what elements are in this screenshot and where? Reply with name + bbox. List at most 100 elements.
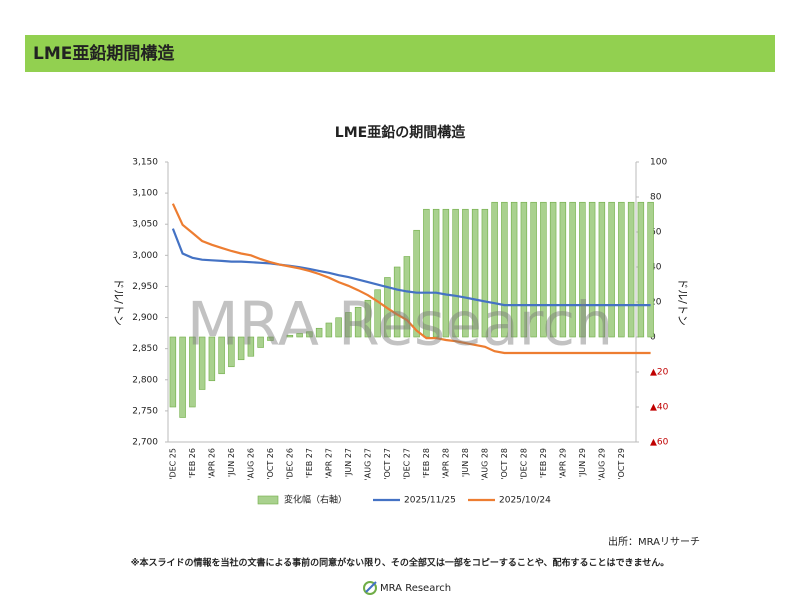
bar <box>296 333 303 338</box>
y2-tick-label: 20 <box>650 298 662 308</box>
bar <box>257 336 264 348</box>
y-tick-label: 2,950 <box>132 282 158 292</box>
x-tick-label: 'APR 27 <box>324 448 333 479</box>
bar <box>520 201 528 338</box>
bar <box>540 201 547 338</box>
bar <box>549 201 557 338</box>
y-tick-label: 2,850 <box>132 344 158 354</box>
bar <box>481 208 489 338</box>
y-tick-label: 2,750 <box>132 406 158 416</box>
y2-tick-label: 80 <box>650 193 662 203</box>
bar <box>354 306 362 338</box>
y-tick-label: 2,700 <box>132 438 158 448</box>
bar <box>306 331 313 338</box>
logo-icon <box>363 581 377 595</box>
x-tick-label: 'OCT 29 <box>617 448 626 480</box>
x-tick-label: 'JUN 26 <box>227 448 236 477</box>
x-tick-label: 'APR 26 <box>207 448 216 479</box>
logo-text: MRA Research <box>380 583 451 594</box>
bar <box>189 336 196 408</box>
legend-label: 変化幅（右軸） <box>284 494 347 506</box>
bar <box>345 312 352 338</box>
bar <box>179 336 186 418</box>
bar <box>637 201 645 338</box>
bar <box>364 299 372 338</box>
bar <box>501 201 508 338</box>
bar <box>491 201 498 338</box>
x-tick-label: 'DEC 26 <box>285 448 294 480</box>
bar <box>218 336 225 375</box>
y2-tick-label: 100 <box>650 158 667 168</box>
x-tick-label: 'FEB 28 <box>422 448 431 478</box>
y2-tick-label: ▲20 <box>650 368 669 378</box>
bar <box>237 336 245 361</box>
legend-label: 2025/11/25 <box>404 496 456 506</box>
bar <box>413 229 420 338</box>
bar <box>267 336 274 341</box>
bar <box>208 336 216 382</box>
bar <box>588 201 596 338</box>
y2-tick-label: ▲60 <box>650 438 669 448</box>
bar <box>315 327 323 338</box>
x-tick-label: 'JUN 27 <box>344 448 353 477</box>
bar <box>169 336 177 408</box>
x-tick-label: 'DEC 27 <box>402 448 411 480</box>
x-tick-label: 'FEB 27 <box>305 448 314 478</box>
bar <box>403 256 411 338</box>
x-tick-label: 'APR 28 <box>441 448 450 479</box>
bar <box>442 208 450 338</box>
x-tick-label: 'OCT 28 <box>500 448 509 480</box>
bar <box>530 201 537 338</box>
x-tick-label: 'JUN 28 <box>461 448 470 477</box>
bar <box>286 334 294 338</box>
legend-swatch <box>257 495 279 505</box>
bar <box>647 201 654 338</box>
bar <box>393 266 401 338</box>
bar <box>462 208 469 338</box>
y2-tick-label: 0 <box>650 333 656 343</box>
bar <box>335 317 342 338</box>
chart-title: LME亜鉛の期間構造 <box>335 124 465 141</box>
watermark: MRA Research <box>187 290 613 360</box>
y-tick-label: 2,900 <box>132 313 158 323</box>
x-tick-label: 'AUG 27 <box>363 448 372 480</box>
source: 出所：MRAリサーチ <box>608 535 700 548</box>
x-tick-label: 'OCT 27 <box>383 448 392 480</box>
y-tick-label: 2,800 <box>132 375 158 385</box>
bar <box>198 336 206 390</box>
y-tick-label: 3,050 <box>132 220 158 230</box>
bar <box>608 201 615 338</box>
y2-tick-label: 60 <box>650 228 662 238</box>
x-tick-label: 'AUG 29 <box>597 448 606 480</box>
y-tick-label: 3,100 <box>132 189 158 199</box>
plot: 2,700 2,750 2,800 2,850 2,900 2,950 3,000 3,050… <box>132 158 668 506</box>
bar <box>452 208 459 338</box>
x-tick-label: 'DEC 25 <box>168 448 177 480</box>
header-bar <box>25 35 775 72</box>
bar <box>471 208 479 338</box>
bar <box>569 201 576 338</box>
bar <box>325 322 333 338</box>
bar <box>228 336 235 368</box>
y-tick-label: 3,000 <box>132 251 158 261</box>
bar <box>374 289 381 338</box>
y2-tick-label: 40 <box>650 263 662 273</box>
notice: ※本スライドの情報を当社の文書による事前の同意がない限り、その全部又は一部をコピ… <box>131 557 670 569</box>
y2-tick-label: ▲40 <box>650 403 669 413</box>
header-title: LME亜鉛期間構造 <box>33 43 175 64</box>
bar <box>618 201 625 338</box>
y-axis-label: ドル/トン <box>112 278 125 326</box>
legend-label: 2025/10/24 <box>499 496 551 506</box>
bar <box>598 201 606 338</box>
line <box>171 228 651 307</box>
x-tick-label: 'DEC 28 <box>519 448 528 480</box>
x-tick-label: 'FEB 26 <box>188 448 197 478</box>
bar <box>247 336 255 357</box>
y2-axis-label: ドル/トン <box>676 278 689 326</box>
bar <box>579 201 586 338</box>
bar <box>559 201 567 338</box>
x-tick-label: 'FEB 29 <box>539 448 548 478</box>
x-tick-label: 'APR 29 <box>558 448 567 479</box>
